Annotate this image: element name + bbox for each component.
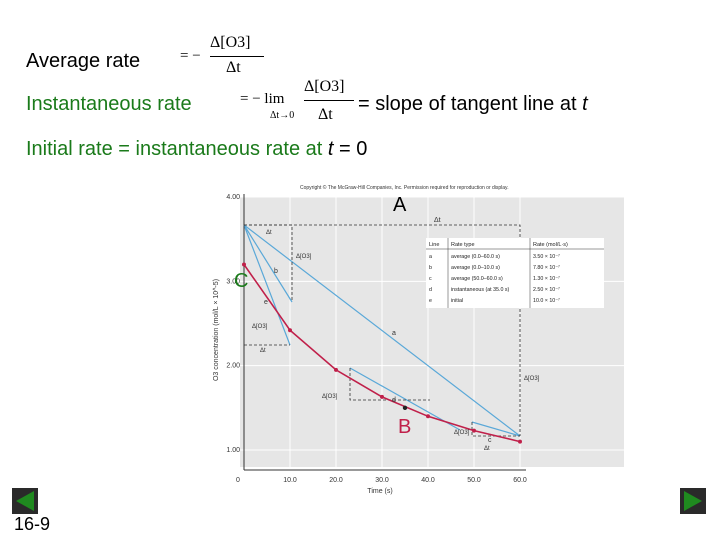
rate-table-cell: d xyxy=(429,287,432,293)
average-rate-denominator: Δt xyxy=(226,59,241,76)
x-tick-labels: 0 10.0 20.0 30.0 40.0 50.0 60.0 xyxy=(236,477,527,484)
back-arrow-icon xyxy=(16,491,34,511)
annotation-e: e xyxy=(264,299,268,306)
annotation-a: a xyxy=(392,330,396,337)
line-d xyxy=(349,367,461,431)
x-axis-label: Time (s) xyxy=(367,488,392,495)
rate-table-cell: 2.50 × 10⁻⁷ xyxy=(533,287,560,293)
x-tick-label: 40.0 xyxy=(421,477,435,484)
initial-rate-line: Initial rate = instantaneous rate at t =… xyxy=(26,138,368,160)
x-tick-label: 10.0 xyxy=(283,477,297,484)
average-rate-numerator: Δ[O3] xyxy=(210,34,251,51)
rate-table-cell: 1.30 × 10⁻⁷ xyxy=(533,276,560,282)
tangent-slope-text: = slope of tangent line at t xyxy=(358,93,588,115)
instantaneous-rate-limit: = − lim xyxy=(240,91,285,107)
rate-table-cell: 3.50 × 10⁻⁷ xyxy=(533,254,560,260)
marker-b: B xyxy=(398,416,412,438)
rate-table-cell: average (50.0–60.0 s) xyxy=(451,276,503,282)
instantaneous-rate-limit-sub: Δt→0 xyxy=(270,110,295,121)
tangent-point-d xyxy=(402,405,408,411)
forward-arrow-icon xyxy=(684,491,702,511)
next-slide-button[interactable] xyxy=(680,488,706,514)
chart-background xyxy=(240,197,624,467)
data-point xyxy=(380,394,384,399)
data-point xyxy=(334,367,338,372)
instantaneous-rate-denominator: Δt xyxy=(318,106,333,123)
rate-table-cell: e xyxy=(429,298,432,304)
line-e xyxy=(243,224,291,346)
data-point xyxy=(518,439,522,444)
y-tick-labels: 1.00 2.00 3.00 4.00 xyxy=(226,194,240,454)
data-points xyxy=(242,262,522,444)
annotation-c: c xyxy=(488,437,492,444)
x-tick-label: 50.0 xyxy=(467,477,481,484)
data-point xyxy=(288,328,292,333)
x-tick-label: 0 xyxy=(236,477,240,484)
rate-table-cell: 7.80 × 10⁻⁷ xyxy=(533,265,560,271)
initial-rate-label: Initial rate = instantaneous rate at xyxy=(26,138,328,160)
line-c xyxy=(471,421,521,437)
rate-table-header: Rate type xyxy=(451,242,475,248)
instantaneous-rate-numerator: Δ[O3] xyxy=(304,78,345,95)
rate-table: Line Rate type Rate (mol/L·s) a average (0.0… xyxy=(426,238,604,308)
rate-table-bg xyxy=(426,238,604,308)
annotation-d: d xyxy=(392,397,396,404)
average-rate-sign: = − xyxy=(180,48,201,64)
rate-table-cell: average (0.0–10.0 s) xyxy=(451,265,500,271)
copyright-text: Copyright © The McGraw-Hill Companies, I… xyxy=(300,184,509,191)
delta-o3-b: Δ[O3] xyxy=(296,254,312,260)
data-point xyxy=(426,414,430,419)
rate-table-cell: initial xyxy=(451,298,463,304)
x-tick-label: 30.0 xyxy=(375,477,389,484)
line-b xyxy=(243,224,293,303)
delta-t-e: Δt xyxy=(260,348,266,354)
y-tick-label: 3.00 xyxy=(226,278,240,285)
x-tick-label: 20.0 xyxy=(329,477,343,484)
ozone-concentration-chart: Copyright © The McGraw-Hill Companies, I… xyxy=(213,184,624,495)
line-a xyxy=(243,224,521,437)
delta-o3-c: Δ[O3] xyxy=(454,430,470,436)
instantaneous-rate-label: Instantaneous rate xyxy=(26,93,192,115)
rate-table-header: Rate (mol/L·s) xyxy=(533,242,568,248)
y-tick-label: 2.00 xyxy=(226,363,240,370)
y-axis-label: O3 concentration (mol/L × 10^-5) xyxy=(213,279,220,381)
delta-t-c: Δt xyxy=(484,446,490,452)
rate-table-cell: 10.0 × 10⁻⁷ xyxy=(533,298,560,304)
rate-table-header: Line xyxy=(429,242,439,248)
annotation-b: b xyxy=(274,268,278,275)
delta-t-b: Δt xyxy=(266,230,272,236)
marker-c: C xyxy=(234,270,249,292)
delta-t-a: Δt xyxy=(434,217,441,224)
marker-a: A xyxy=(393,194,407,216)
y-tick-label: 1.00 xyxy=(226,447,240,454)
data-point xyxy=(242,262,246,267)
data-point xyxy=(472,428,476,433)
delta-o3-a: Δ[O3] xyxy=(524,376,540,382)
rate-table-cell: c xyxy=(429,276,432,282)
previous-slide-button[interactable] xyxy=(12,488,38,514)
rate-table-cell: average (0.0–60.0 s) xyxy=(451,254,500,260)
rate-table-cell: a xyxy=(429,254,432,260)
x-tick-label: 60.0 xyxy=(513,477,527,484)
y-tick-label: 4.00 xyxy=(226,194,240,201)
delta-o3-d: Δ[O3] xyxy=(322,394,338,400)
page-number: 16-9 xyxy=(14,514,51,534)
delta-o3-e: Δ[O3] xyxy=(252,324,268,330)
average-rate-label: Average rate xyxy=(26,50,141,72)
rate-table-cell: instantaneous (at 35.0 s) xyxy=(451,287,510,293)
rate-table-cell: b xyxy=(429,265,432,271)
